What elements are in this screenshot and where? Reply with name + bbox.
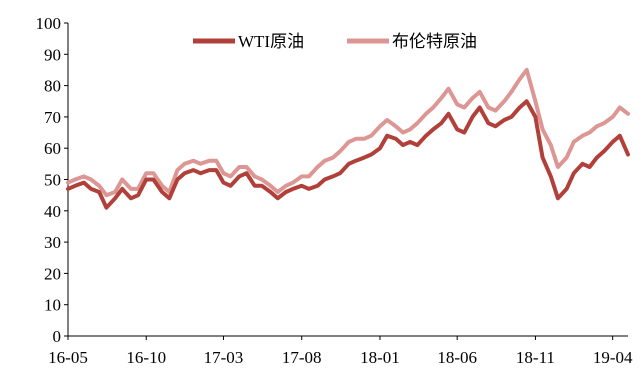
x-tick-label: 16-05 [48, 348, 88, 367]
y-tick-label: 40 [44, 202, 61, 221]
y-tick-label: 80 [44, 77, 61, 96]
x-tick-label: 16-10 [126, 348, 166, 367]
legend-label-1: 布伦特原油 [392, 32, 477, 51]
y-tick-label: 50 [44, 171, 61, 190]
x-tick-label: 18-11 [516, 348, 555, 367]
legend: WTI原油 布伦特原油 [193, 32, 477, 51]
x-tick-label: 18-01 [360, 348, 400, 367]
x-axis: 16-05 16-10 17-03 17-08 18-01 18-06 18-11 19-04 [48, 335, 633, 367]
y-axis: 0 10 20 30 40 50 60 70 80 90 100 [36, 14, 69, 346]
series-line-0 [66, 99, 630, 210]
legend-label-0: WTI原油 [238, 32, 304, 51]
series-lines [66, 67, 630, 210]
y-tick-label: 0 [53, 327, 62, 346]
series-line-1 [66, 67, 630, 198]
y-tick-label: 20 [44, 264, 61, 283]
y-tick-label: 70 [44, 108, 61, 127]
y-tick-label: 30 [44, 233, 61, 252]
y-tick-label: 90 [44, 45, 61, 64]
x-tick-label: 18-06 [437, 348, 477, 367]
y-tick-label: 100 [36, 14, 62, 33]
x-tick-label: 19-04 [593, 348, 633, 367]
x-tick-label: 17-08 [282, 348, 322, 367]
x-tick-label: 17-03 [204, 348, 244, 367]
y-tick-label: 10 [44, 296, 61, 315]
y-tick-label: 60 [44, 139, 61, 158]
